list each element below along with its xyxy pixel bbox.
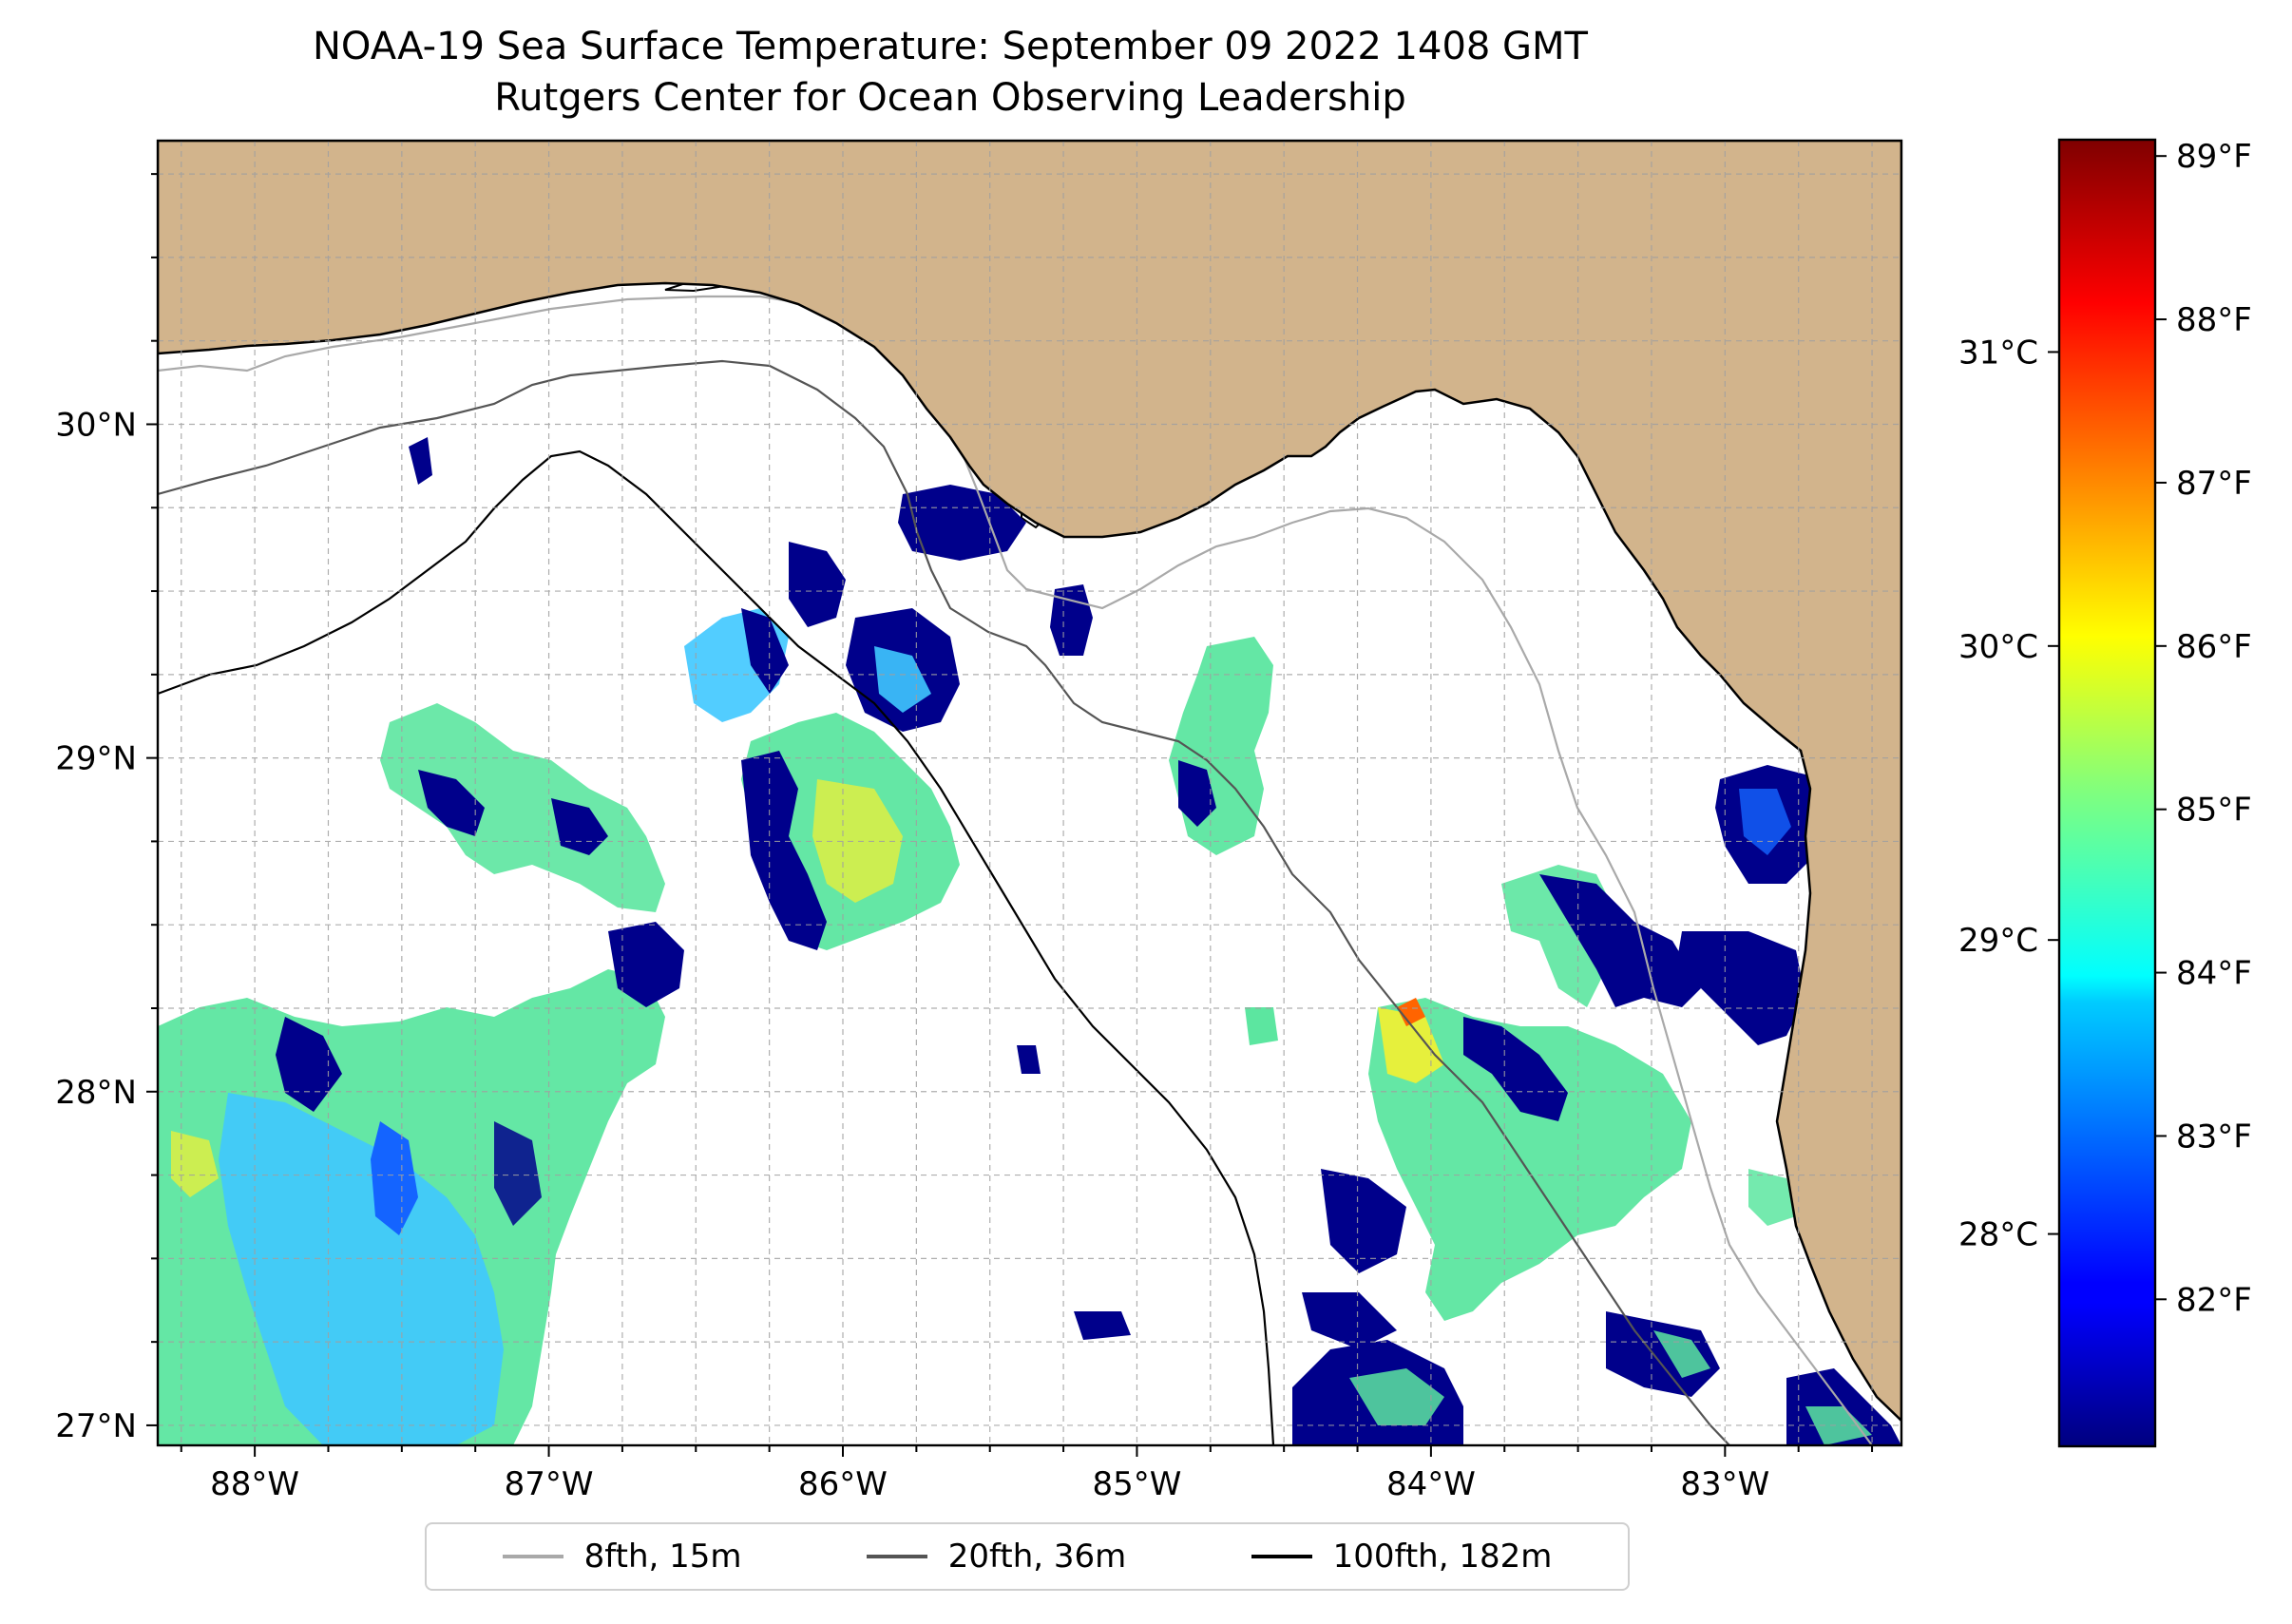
isobath-legend: 8fth, 15m 20fth, 36m 100fth, 182m <box>425 1522 1630 1591</box>
lat-tick-label: 27°N <box>55 1407 137 1445</box>
isobath-8fth <box>158 295 1873 1445</box>
fahrenheit-tick-label: 84°F <box>2176 955 2252 993</box>
fahrenheit-tick-label: 82°F <box>2176 1281 2252 1319</box>
colorbar <box>2057 138 2157 1448</box>
colorbar-ticks: 89°F 88°F 87°F 86°F 85°F 84°F 83°F 82°F 31°C 30°C… <box>1958 138 2252 1319</box>
fahrenheit-tick-label: 88°F <box>2176 301 2252 339</box>
lon-tick-label: 85°W <box>1093 1465 1182 1503</box>
sst-patches <box>158 437 1901 1445</box>
legend-line-swatch <box>1251 1555 1312 1558</box>
fahrenheit-tick-label: 89°F <box>2176 138 2252 176</box>
gridlines <box>158 141 1901 1445</box>
legend-item: 8fth, 15m <box>502 1538 742 1576</box>
fahrenheit-tick-label: 86°F <box>2176 628 2252 666</box>
legend-label: 8fth, 15m <box>583 1538 742 1576</box>
map-axis-ticks: 88°W 87°W 86°W 85°W 84°W 83°W 27°N 28°N 29°N 30°N <box>55 173 1874 1503</box>
lon-tick-label: 87°W <box>505 1465 594 1503</box>
lon-tick-label: 88°W <box>210 1465 299 1503</box>
celsius-tick-label: 31°C <box>1958 334 2038 372</box>
legend-item: 20fth, 36m <box>866 1538 1127 1576</box>
fahrenheit-tick-label: 83°F <box>2176 1118 2252 1156</box>
legend-label: 20fth, 36m <box>947 1538 1127 1576</box>
isobath-100fth <box>158 449 1275 1445</box>
map-frame <box>156 139 1903 1447</box>
lon-tick-label: 86°W <box>798 1465 888 1503</box>
lat-tick-label: 30°N <box>55 406 137 444</box>
lat-tick-label: 29°N <box>55 740 137 778</box>
legend-line-swatch <box>502 1555 563 1558</box>
celsius-tick-label: 29°C <box>1958 922 2038 960</box>
lon-tick-label: 84°W <box>1386 1465 1476 1503</box>
chart-subtitle: Rutgers Center for Ocean Observing Leade… <box>494 76 1406 120</box>
celsius-tick-label: 28°C <box>1958 1216 2038 1254</box>
chart-title: NOAA-19 Sea Surface Temperature: Septemb… <box>313 25 1588 68</box>
legend-item: 100fth, 182m <box>1251 1538 1553 1576</box>
legend-label: 100fth, 182m <box>1332 1538 1553 1576</box>
fahrenheit-tick-label: 87°F <box>2176 465 2252 503</box>
isobath-20fth <box>158 359 1730 1445</box>
fahrenheit-tick-label: 85°F <box>2176 792 2252 830</box>
celsius-tick-label: 30°C <box>1958 628 2038 666</box>
lon-tick-label: 83°W <box>1680 1465 1769 1503</box>
lat-tick-label: 28°N <box>55 1074 137 1112</box>
legend-line-swatch <box>866 1555 927 1558</box>
